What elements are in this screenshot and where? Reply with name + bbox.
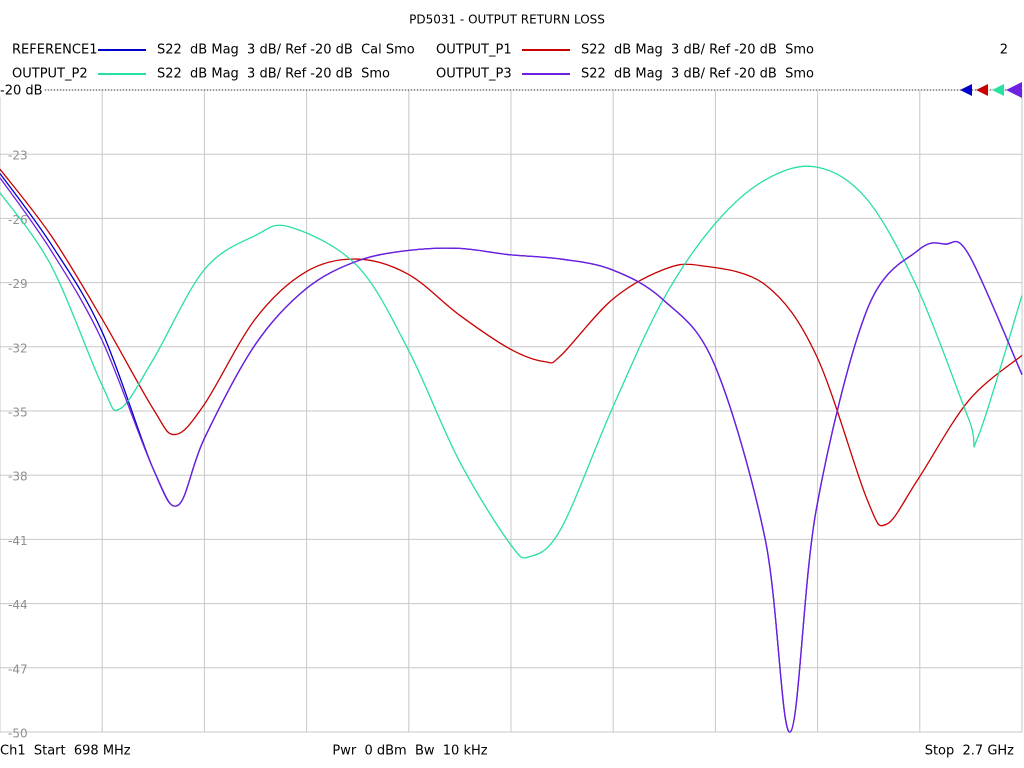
legend-name: OUTPUT_P2 (12, 67, 88, 82)
legend-label: S22 dB Mag 3 dB/ Ref -20 dB Smo (157, 67, 390, 82)
y-tick-label: -35 (8, 406, 28, 420)
trace (0, 165, 1023, 559)
y-tick-label: -38 (8, 470, 28, 484)
ref-marker (992, 84, 1004, 96)
y-tick-label: -32 (8, 341, 28, 355)
legend-name: OUTPUT_P1 (436, 43, 512, 58)
y-tick-label: -47 (8, 662, 28, 676)
legend-name: REFERENCE1 (12, 43, 97, 58)
footer-power: Pwr 0 dBm Bw 10 kHz (332, 744, 487, 759)
y-tick-label: -29 (8, 277, 28, 291)
footer-start: Ch1 Start 698 MHz (0, 744, 131, 759)
trace (0, 168, 1023, 527)
legend-label: S22 dB Mag 3 dB/ Ref -20 dB Cal Smo (157, 43, 415, 58)
ref-markers (960, 82, 1022, 98)
channel-number: 2 (1000, 43, 1008, 58)
ref-label-bg (0, 83, 44, 97)
y-tick-label: -50 (8, 727, 28, 741)
footer-stop: Stop 2.7 GHz (925, 744, 1014, 759)
legend-name: OUTPUT_P3 (436, 67, 512, 82)
y-tick-label: -26 (8, 213, 28, 227)
y-tick-label: -41 (8, 534, 28, 548)
y-tick-label: -23 (8, 149, 28, 163)
ref-marker (976, 84, 988, 96)
ref-marker (1006, 82, 1022, 98)
y-tick-label: -44 (8, 598, 28, 612)
trace (0, 177, 1023, 733)
ref-label: -20 dB (0, 84, 43, 99)
legend-label: S22 dB Mag 3 dB/ Ref -20 dB Smo (581, 43, 814, 58)
ref-marker (960, 84, 972, 96)
chart-title: PD5031 - OUTPUT RETURN LOSS (409, 13, 605, 27)
legend-label: S22 dB Mag 3 dB/ Ref -20 dB Smo (581, 67, 814, 82)
